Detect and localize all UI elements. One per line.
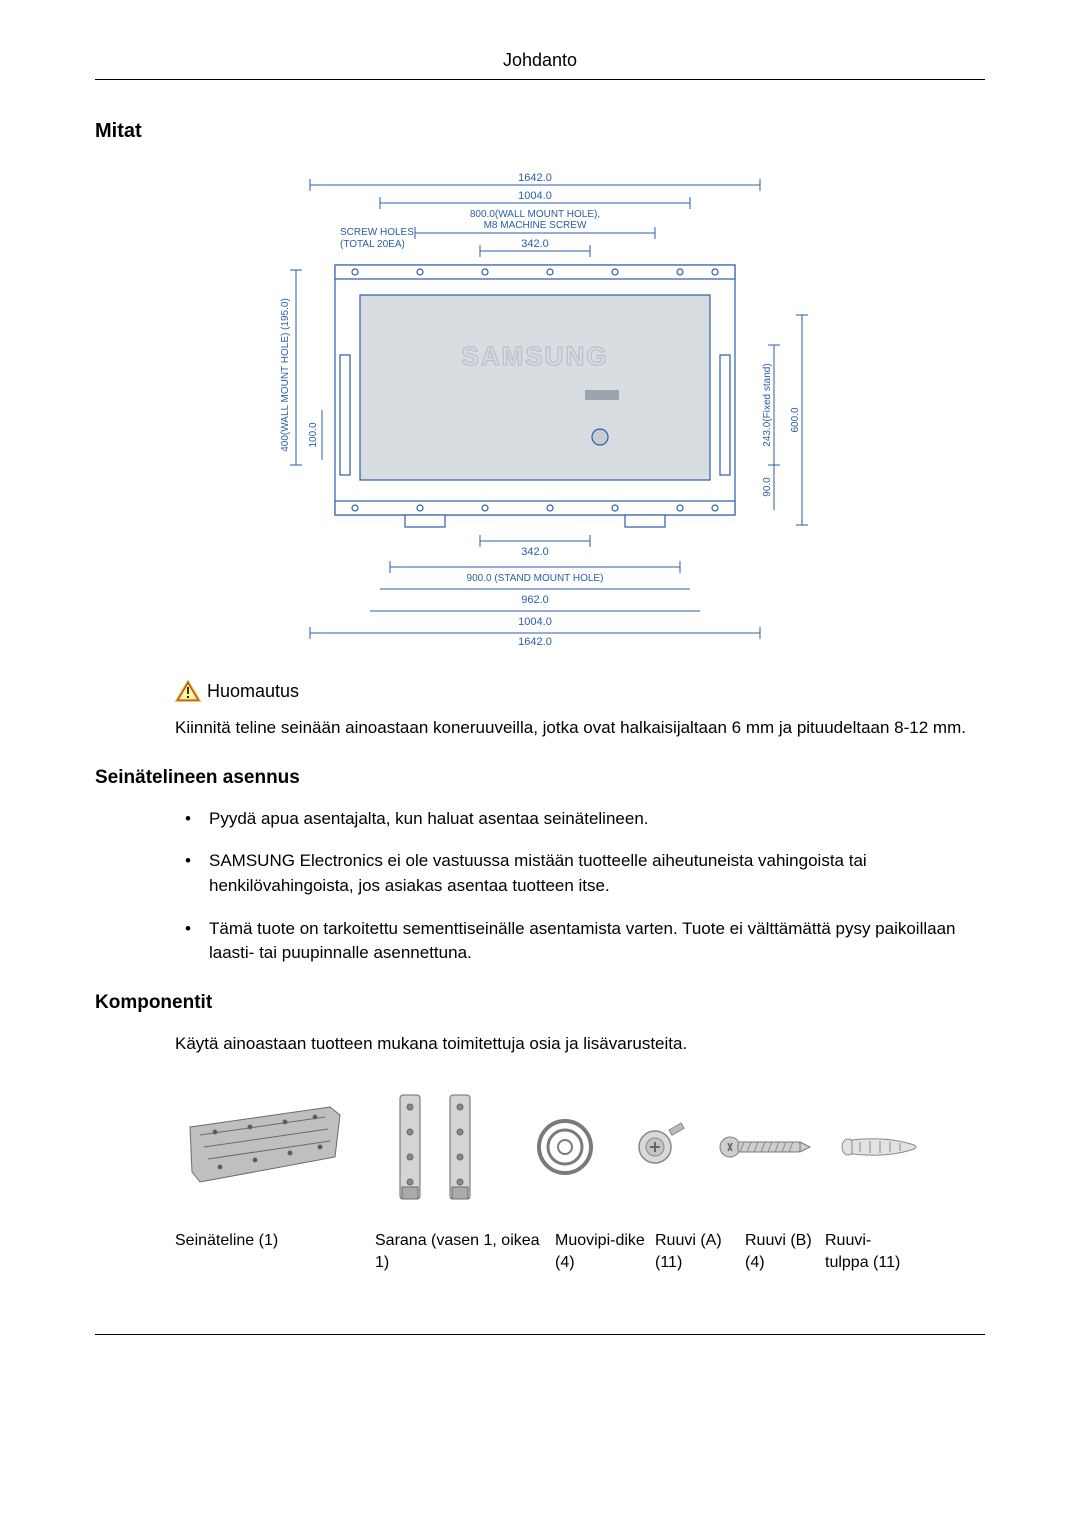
footer-rule [95,1334,985,1335]
dim-top-800a: 800.0(WALL MOUNT HOLE), [470,209,600,220]
dim-bot-342: 342.0 [521,546,549,558]
dim-right-243: 243.0(Fixed stand) [762,363,773,446]
component-screw-b-icon [715,1127,815,1167]
component-screw-a-icon [625,1120,695,1174]
bullet-item: Tämä tuote on tarkoitettu sementtiseinäl… [175,917,985,966]
label-bracket: Seinäteline (1) [175,1230,375,1273]
heading-mitat: Mitat [95,120,985,143]
label-screw-b: Ruuvi (B)(4) [745,1230,825,1273]
label-screwholes-2: (TOTAL 20EA) [340,239,405,250]
note-label: Huomautus [207,681,299,702]
component-washer-icon [525,1116,605,1178]
label-anchor: Ruuvi-tulppa (11) [825,1230,905,1273]
bullet-item: SAMSUNG Electronics ei ole vastuussa mis… [175,849,985,898]
dim-bot-900: 900.0 (STAND MOUNT HOLE) [467,573,604,584]
label-screw-a: Ruuvi (A)(11) [655,1230,745,1273]
warning-icon [175,680,201,702]
note-text: Kiinnitä teline seinään ainoastaan koner… [175,716,985,741]
components-intro: Käytä ainoastaan tuotteen mukana toimite… [175,1032,985,1057]
heading-components: Komponentit [95,992,985,1014]
dim-left-100: 100.0 [308,422,319,447]
dim-bot-962: 962.0 [521,594,549,606]
dim-left-400: 400(WALL MOUNT HOLE) (195.0) [280,298,291,452]
bullet-item: Pyydä apua asentajalta, kun haluat asent… [175,807,985,832]
page-header: Johdanto [95,50,985,80]
components-labels: Seinäteline (1) Sarana (vasen 1, oikea 1… [175,1230,985,1273]
component-anchor-icon [835,1130,925,1164]
dim-bot-1642: 1642.0 [518,636,552,645]
label-hinge: Sarana (vasen 1, oikea 1) [375,1230,555,1273]
dimensions-diagram: 1642.0 1004.0 800.0(WALL MOUNT HOLE), M8… [95,165,985,650]
dim-top-1004: 1004.0 [518,190,552,202]
label-washer: Muovipi-dike (4) [555,1230,655,1273]
dim-top-800b: M8 MACHINE SCREW [484,220,587,231]
component-hinge-icon [375,1087,505,1207]
components-images [175,1082,985,1212]
label-screwholes-1: SCREW HOLES [340,227,414,238]
dim-right-600: 600.0 [790,407,801,432]
dim-top-1642: 1642.0 [518,172,552,184]
brand-text: SAMSUNG [462,341,609,371]
dim-top-342: 342.0 [521,238,549,250]
heading-wallmount: Seinätelineen asennus [95,767,985,789]
dim-bot-1004: 1004.0 [518,616,552,628]
dim-right-90: 90.0 [762,477,773,497]
component-bracket-icon [175,1097,355,1197]
